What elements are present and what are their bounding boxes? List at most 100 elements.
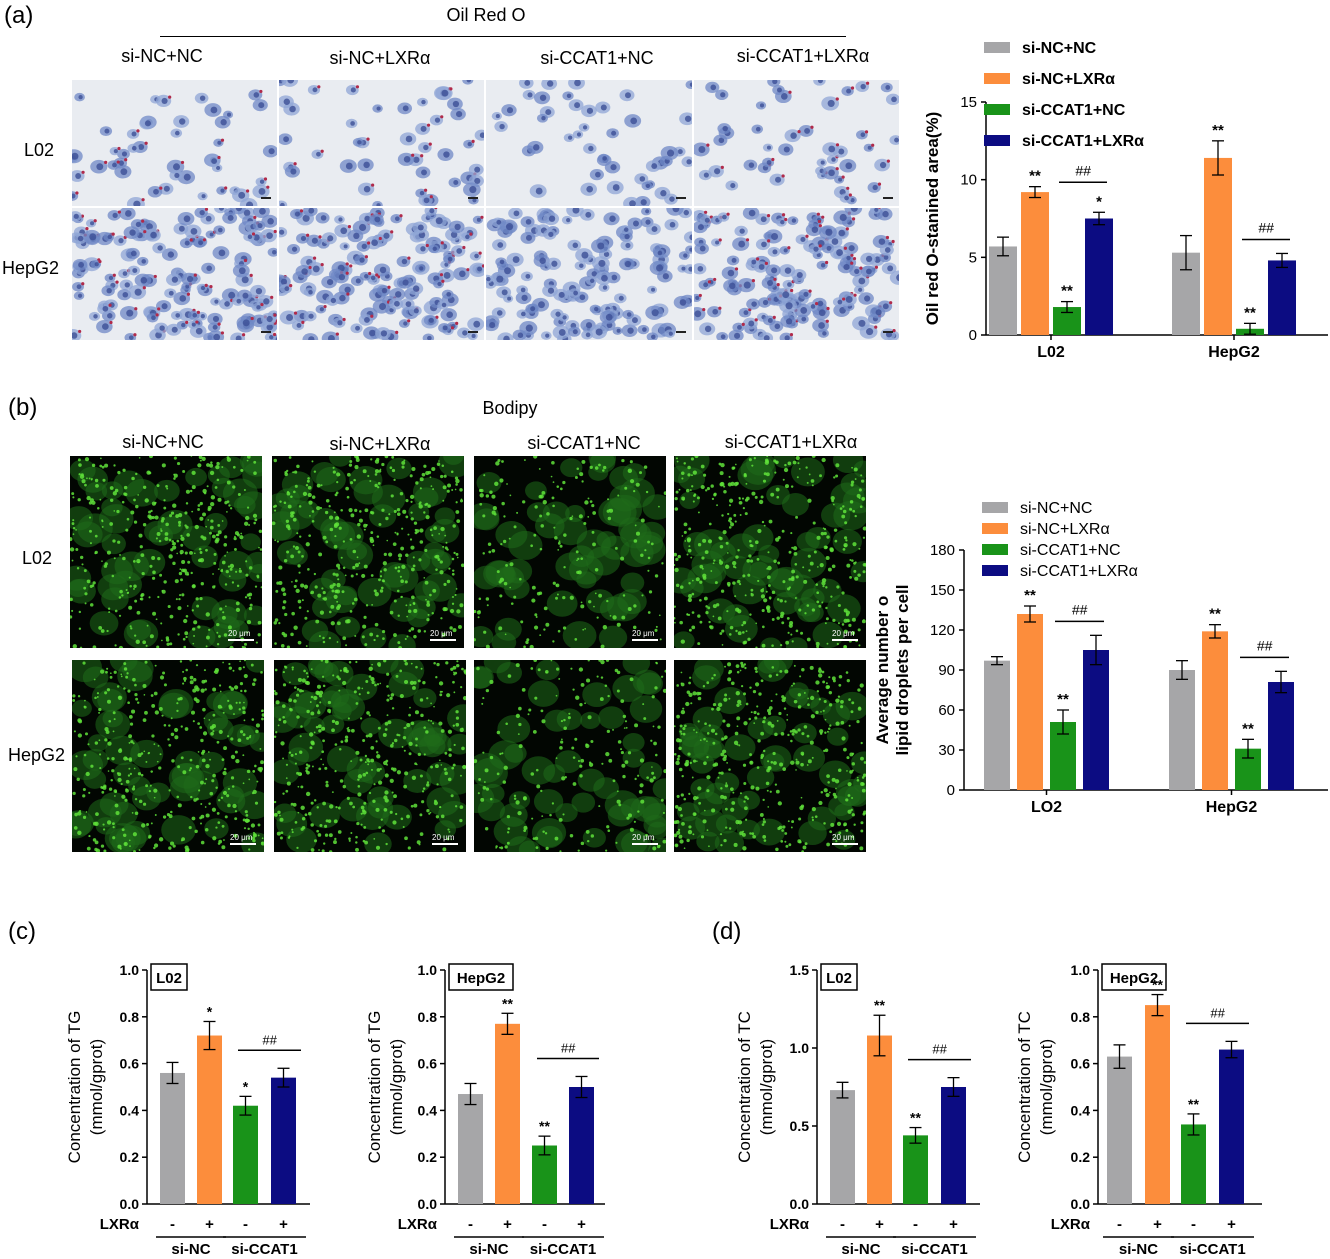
y-tick-label: 30 [938,742,955,759]
a-col-label-2: si-NC+LXRα [329,48,431,68]
y-tick-label: 120 [930,622,955,639]
x-tick-label: L02 [1037,344,1065,361]
bar [830,1090,855,1204]
oil-image-tile [279,208,484,340]
significance-mark: ** [1242,720,1254,737]
y-axis-label: (mmol/gprot) [87,1039,106,1135]
cell-line-label-box [1101,963,1167,991]
significance-mark: ** [910,1110,921,1126]
group-label: si-CCAT1 [530,1241,596,1258]
bar [1169,670,1195,790]
bodipy-image-texture: 20 μm [474,660,666,852]
scale-bar-label: 20 μm [228,629,251,638]
lxr-sign: + [1153,1216,1162,1233]
scale-bar-label: 20 μm [832,833,855,842]
group-label: si-CCAT1 [231,1241,297,1258]
lxr-sign: - [170,1216,175,1233]
bar [941,1087,966,1204]
bodipy-image-texture: 20 μm [674,456,866,648]
legend-label: si-CCAT1+LXRα [1020,563,1138,580]
oil-image-tile [486,80,692,206]
y-axis-label: Concentration of TG [365,1011,384,1164]
a-col-label-1: si-NC+NC [121,46,203,66]
significance-mark: ** [1209,606,1221,623]
panel-a-letter: (a) [4,2,34,29]
lxr-sign: + [279,1216,288,1233]
bodipy-image-tile: 20 μm [674,456,866,648]
a-row-label-l02: L02 [24,140,55,160]
bodipy-image-tile: 20 μm [272,456,464,648]
lxr-sign: + [1227,1216,1236,1233]
y-tick-label: 1.0 [790,1040,810,1056]
y-tick-label: 1.0 [120,962,140,978]
a-row-label-hepg2: HepG2 [2,258,60,278]
chart-c-tg-l02: 0.0 0.2 0.4 0.6 0.8 1.0 Concentration of TG (mm… [65,962,310,1258]
cell-line-label-box [820,963,858,991]
bar [903,1135,928,1204]
oil-image-texture [486,80,692,206]
significance-mark: ** [874,997,885,1013]
y-tick-label: 5 [969,249,977,266]
y-tick-label: 0.8 [1071,1009,1091,1025]
y-tick-label: 1.0 [418,962,438,978]
cell-line-label-box [150,963,188,991]
b-col-label-3: si-CCAT1+NC [527,433,641,453]
b-col-label-2: si-NC+LXRα [329,434,431,454]
lxr-label: LXRα [1051,1216,1091,1233]
lxr-sign: + [949,1216,958,1233]
y-tick-label: 0.6 [1071,1056,1091,1072]
y-tick-label: 1.5 [790,962,810,978]
y-tick-label: 0.6 [418,1056,438,1072]
y-tick-label: 0.0 [790,1196,810,1212]
y-tick-label: 10 [960,172,977,189]
bar [1202,631,1228,790]
y-axis-label: Concentration of TC [1015,1011,1034,1163]
significance-mark: ** [539,1118,550,1134]
y-axis-label: Concentration of TG [65,1011,84,1164]
bar [867,1035,892,1204]
lxr-sign: + [503,1216,512,1233]
bar [989,246,1017,335]
y-axis-label: Oil red O-stanined area(%) [923,112,942,326]
y-tick-label: 0 [947,782,955,799]
legend-swatch [984,135,1010,146]
bodipy-title: Bodipy [482,398,538,418]
bar [458,1094,483,1204]
a-col-label-3: si-CCAT1+NC [540,48,654,68]
oil-red-o-title: Oil Red O [446,5,526,25]
lxr-sign: + [577,1216,586,1233]
legend-swatch [982,565,1008,576]
y-tick-label: 1.0 [1071,962,1091,978]
bar [1268,682,1294,790]
b-col-label-4: si-CCAT1+LXRα [724,432,858,452]
oil-image-texture [694,80,899,206]
bar [1181,1124,1206,1204]
significance-mark: ** [1029,168,1041,185]
bar [1204,157,1232,335]
b-col-label-1: si-NC+NC [122,432,204,452]
lxr-label: LXRα [100,1216,140,1233]
oil-image-texture [694,208,899,340]
group-label: si-CCAT1 [901,1241,967,1258]
bracket-label: ## [1072,601,1088,617]
cell-line-label: HepG2 [457,970,505,987]
significance-mark: ** [1057,691,1069,708]
lxr-sign: - [913,1216,918,1233]
significance-mark: ** [1061,283,1073,300]
lxr-sign: - [542,1216,547,1233]
y-axis-label: (mmol/gprot) [387,1039,406,1135]
oil-image-tile [279,80,484,206]
y-tick-label: 150 [930,582,955,599]
bodipy-image-tile: 20 μm [474,456,666,648]
bracket-label: ## [561,1040,576,1055]
bar [233,1105,258,1204]
scale-bar-label: 20 μm [230,833,253,842]
chart-b-lipid-droplets: 0 30 60 90 120 150 180 Average number o lipid d… [873,500,1328,816]
cell-line-label-box [448,963,514,991]
chart-c-tg-hepg2: 0.0 0.2 0.4 0.6 0.8 1.0 Concentration of TG (mm… [365,962,605,1258]
cell-line-label: L02 [156,970,182,987]
significance-mark: ** [1024,587,1036,604]
significance-mark: ** [1212,122,1224,139]
bar [1107,1056,1132,1204]
